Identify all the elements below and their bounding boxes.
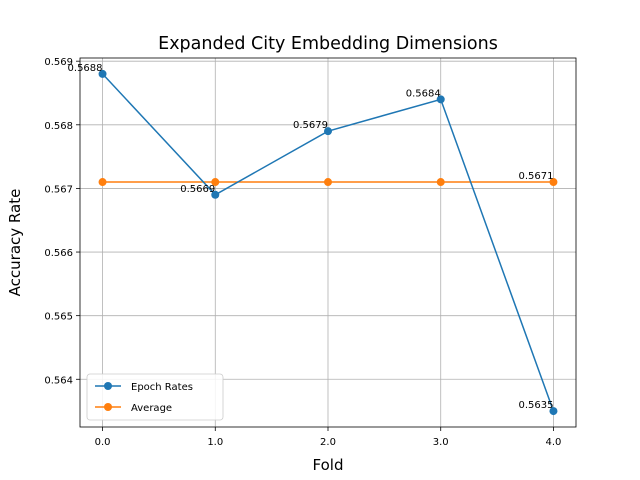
legend-average-marker: [104, 403, 112, 411]
data-label: 0.5669: [180, 184, 215, 195]
data-label: 0.5635: [518, 400, 553, 411]
series-layer: [98, 69, 558, 416]
epoch-rates-point: [98, 69, 107, 78]
y-tick-label: 0.565: [44, 312, 73, 323]
grid-lines: [80, 58, 576, 427]
annotation-layer: 0.5688 0.5669 0.5679 0.5684 0.5635 0.5671: [68, 63, 554, 411]
chart-title: Expanded City Embedding Dimensions: [158, 34, 498, 54]
average-point: [98, 178, 107, 187]
epoch-rates-point: [324, 127, 332, 136]
legend-average-label: Average: [131, 403, 172, 414]
data-label: 0.5684: [406, 88, 441, 99]
average-point: [324, 178, 332, 187]
x-tick-label: 0.0: [95, 437, 111, 448]
epoch-rates-point: [436, 95, 445, 104]
y-axis-label: Accuracy Rate: [6, 189, 24, 297]
average-point: [211, 178, 220, 187]
average-point: [549, 178, 558, 187]
axis-ticks: 0.0 1.0 2.0 3.0 4.00.5640.5650.5660.5670.568…: [44, 57, 561, 448]
x-tick-label: 2.0: [320, 437, 336, 448]
y-tick-label: 0.566: [44, 248, 73, 259]
legend-epoch-rates-marker: [104, 382, 112, 390]
average-point: [436, 178, 445, 187]
x-tick-label: 1.0: [207, 437, 223, 448]
x-tick-label: 3.0: [433, 437, 449, 448]
legend: Epoch Rates Average: [86, 373, 224, 421]
data-label: 0.5671: [518, 171, 553, 182]
y-tick-label: 0.568: [44, 121, 73, 132]
epoch-rates-point: [549, 407, 558, 416]
legend-epoch-rates-label: Epoch Rates: [131, 382, 193, 393]
x-axis-label: Fold: [313, 456, 344, 474]
data-label: 0.5688: [68, 63, 103, 74]
y-tick-label: 0.564: [44, 375, 73, 386]
y-tick-label: 0.569: [44, 57, 73, 68]
data-label: 0.5679: [293, 120, 328, 131]
y-tick-label: 0.567: [44, 184, 73, 195]
epoch-rates-point: [211, 190, 220, 199]
x-tick-label: 4.0: [546, 437, 562, 448]
